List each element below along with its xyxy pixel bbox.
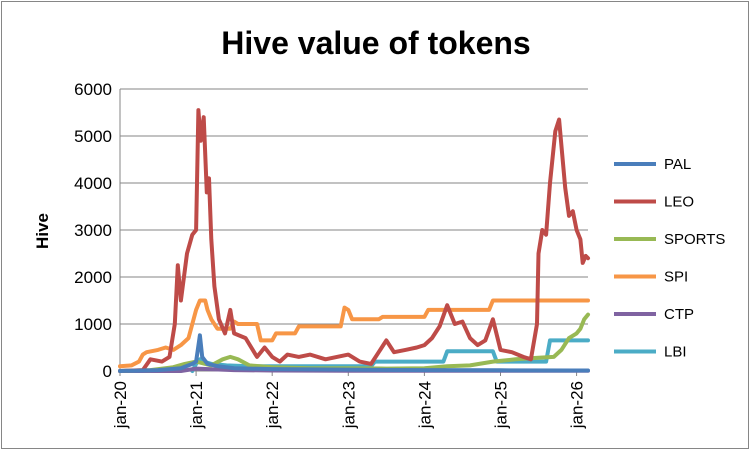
series-lines — [118, 108, 590, 373]
series-line-pal — [118, 333, 590, 373]
series-line-leo — [118, 108, 590, 373]
y-axis-title: Hive — [33, 213, 52, 249]
y-tick-labels: 0 1000 2000 3000 4000 5000 6000 — [74, 80, 112, 381]
legend: PAL LEO SPORTS SPI CTP LBI — [614, 156, 725, 361]
y-tick-label: 0 — [103, 362, 112, 381]
chart-title: Hive value of tokens — [221, 25, 530, 61]
grid-lines — [120, 88, 588, 325]
legend-label-pal: PAL — [664, 156, 691, 173]
x-tick-labels: jan-20 jan-21 jan-22 jan-23 jan-24 jan-25 jan-… — [111, 381, 587, 429]
y-tick-label: 4000 — [74, 174, 112, 193]
y-tick-label: 5000 — [74, 127, 112, 146]
x-tick-label: jan-21 — [187, 381, 206, 429]
legend-label-sports: SPORTS — [664, 231, 725, 248]
x-tick-label: jan-23 — [339, 381, 358, 429]
y-tick-label: 6000 — [74, 80, 112, 99]
y-tick-label: 3000 — [74, 221, 112, 240]
y-tick-label: 1000 — [74, 315, 112, 334]
y-tick-label: 2000 — [74, 268, 112, 287]
x-tick-label: jan-24 — [415, 381, 434, 429]
x-tick-label: jan-20 — [111, 381, 130, 429]
x-tick-label: jan-25 — [491, 381, 510, 429]
x-tick-label: jan-26 — [568, 381, 587, 429]
legend-label-leo: LEO — [664, 194, 694, 211]
legend-label-ctp: CTP — [664, 306, 694, 323]
legend-label-lbi: LBI — [664, 344, 687, 361]
legend-label-spi: SPI — [664, 269, 688, 286]
x-tick-label: jan-22 — [263, 381, 282, 429]
series-line-spi — [118, 298, 590, 369]
